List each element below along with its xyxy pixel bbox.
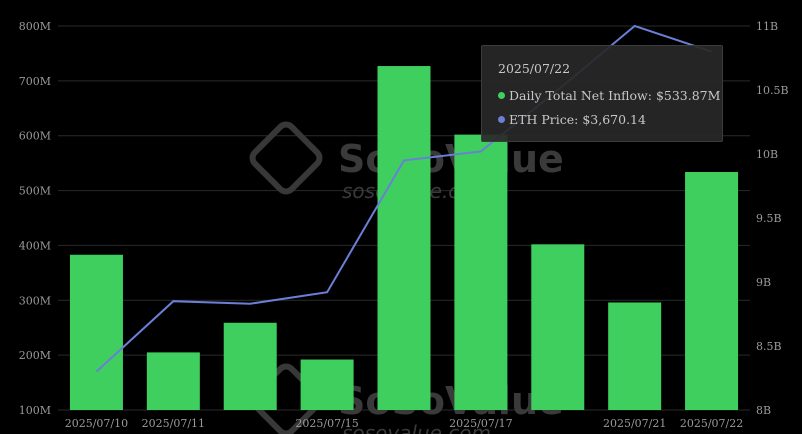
x-tick-3: 2025/07/15: [295, 417, 358, 430]
y-left-tick-4: 500M: [19, 185, 51, 198]
tooltip-inflow-value: $533.87M: [655, 88, 721, 103]
y-axis-left: 100M 200M 300M 400M 500M 600M 700M 800M: [19, 20, 51, 417]
y-axis-right: 8B 8.5B 9B 9.5B 10B 10.5B 11B: [756, 20, 789, 417]
watermark-brand: SoSoValue: [338, 379, 564, 423]
bar-3: [300, 359, 354, 410]
bar-4: [377, 66, 431, 410]
x-tick-5: 2025/07/17: [449, 417, 512, 430]
y-right-tick-3: 9.5B: [756, 212, 782, 225]
bars: [69, 66, 739, 411]
tooltip-price-label: ETH Price:: [509, 112, 579, 127]
y-right-tick-5: 10.5B: [756, 84, 789, 97]
bar-5: [454, 134, 508, 411]
tooltip-inflow-label: Daily Total Net Inflow:: [509, 88, 652, 103]
y-right-tick-2: 9B: [756, 276, 771, 289]
tooltip-price-row: ETH Price: $3,670.14: [498, 108, 722, 132]
y-right-tick-4: 10B: [756, 148, 778, 161]
x-axis: 2025/07/10 2025/07/11 2025/07/15 2025/07/17…: [65, 417, 744, 430]
bar-0: [69, 254, 123, 410]
x-tick-0: 2025/07/10: [65, 417, 128, 430]
tooltip-date: 2025/07/22: [498, 61, 571, 76]
y-right-tick-6: 11B: [756, 20, 778, 33]
y-right-tick-1: 8.5B: [756, 340, 782, 353]
bar-8: [685, 171, 739, 410]
tooltip-inflow-row: Daily Total Net Inflow: $533.87M: [498, 84, 722, 108]
y-right-tick-0: 8B: [756, 404, 771, 417]
y-left-tick-2: 300M: [19, 294, 51, 307]
watermark-site: sosovalue.com: [342, 421, 491, 434]
bar-6: [531, 244, 585, 410]
bar-2: [223, 322, 277, 410]
bar-7: [608, 302, 662, 410]
x-tick-7: 2025/07/21: [603, 417, 666, 430]
tooltip: 2025/07/22 Daily Total Net Inflow: $533.…: [481, 45, 723, 142]
bar-1: [146, 352, 200, 410]
tooltip-price-value: $3,670.14: [582, 112, 646, 127]
inflow-legend-dot: [498, 92, 505, 99]
y-left-tick-5: 600M: [19, 130, 51, 143]
y-left-tick-0: 100M: [19, 404, 51, 417]
y-left-tick-6: 700M: [19, 75, 51, 88]
y-left-tick-1: 200M: [19, 349, 51, 362]
y-left-tick-7: 800M: [19, 20, 51, 33]
x-tick-1: 2025/07/11: [142, 417, 205, 430]
watermark-logo-icon: [249, 121, 323, 195]
y-left-tick-3: 400M: [19, 239, 51, 252]
x-tick-8: 2025/07/22: [680, 417, 743, 430]
price-legend-dot: [498, 116, 505, 123]
watermark-brand: SoSoValue: [338, 137, 564, 181]
